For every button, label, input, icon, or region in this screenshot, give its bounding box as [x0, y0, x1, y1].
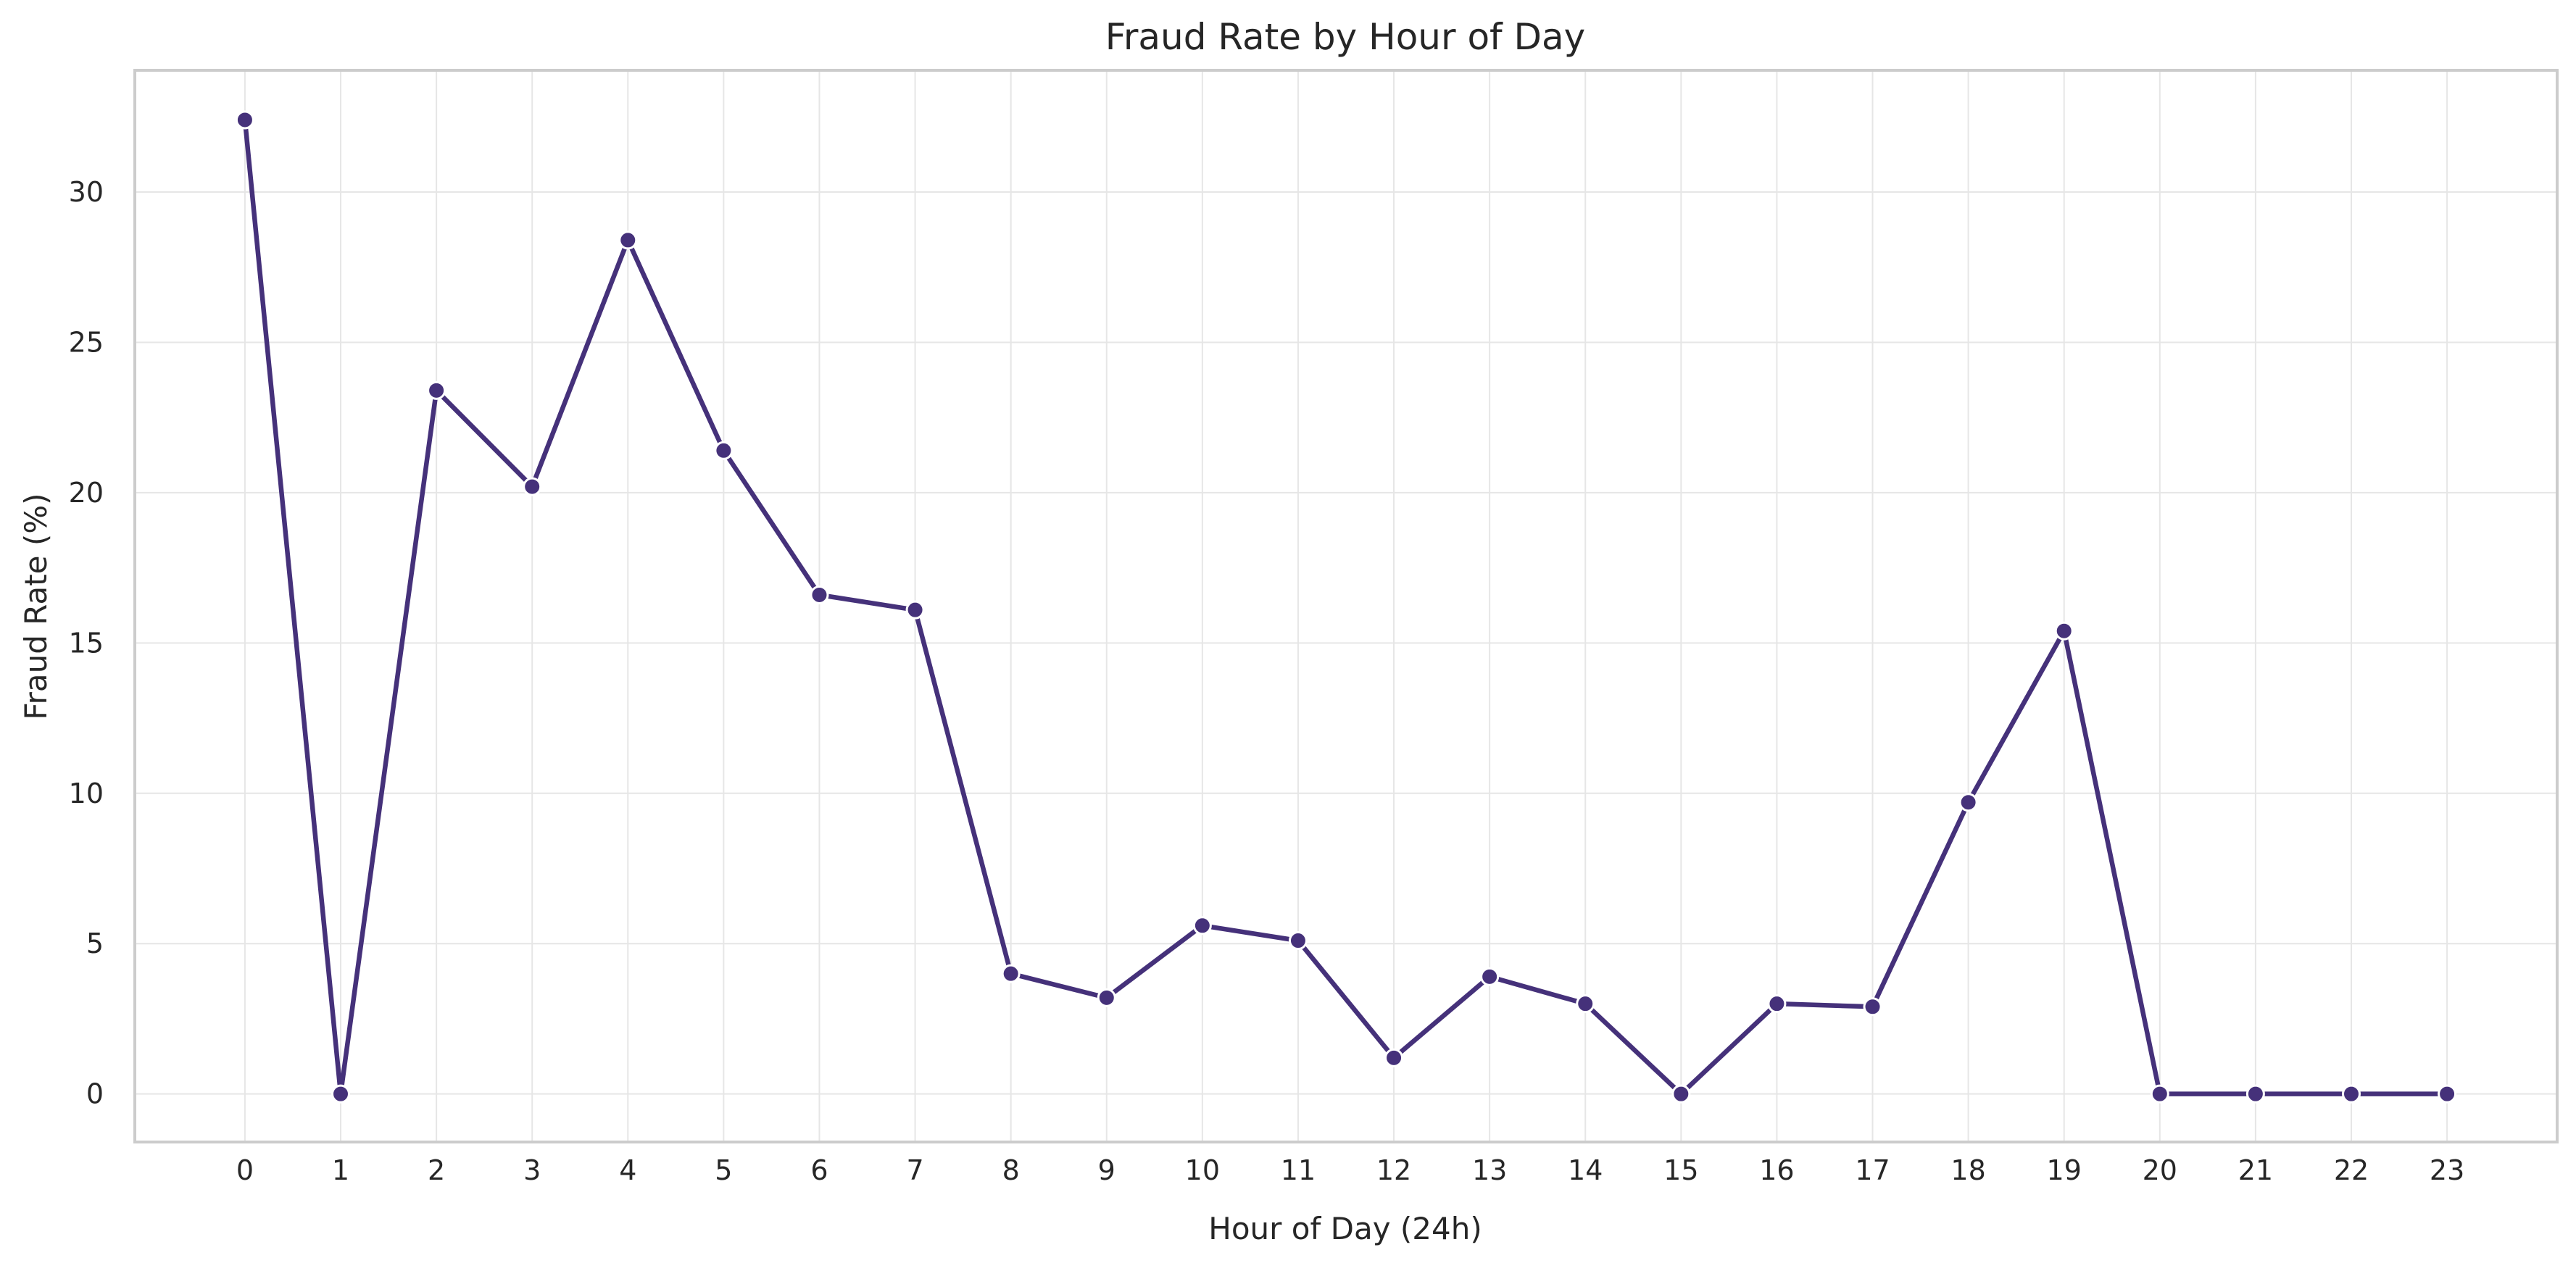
x-tick-label: 13 — [1472, 1154, 1507, 1186]
x-tick-label: 3 — [523, 1154, 541, 1186]
y-tick-label: 30 — [69, 176, 104, 208]
x-tick-label: 6 — [810, 1154, 828, 1186]
data-point — [1288, 931, 1308, 951]
data-point — [2341, 1084, 2361, 1104]
data-point — [1384, 1048, 1404, 1067]
data-point — [523, 477, 542, 496]
y-tick-label: 5 — [86, 928, 104, 959]
y-tick-label: 0 — [86, 1078, 104, 1110]
data-point — [905, 600, 925, 620]
x-tick-label: 20 — [2143, 1154, 2177, 1186]
data-point — [810, 585, 829, 604]
x-tick-label: 21 — [2238, 1154, 2273, 1186]
data-point — [2150, 1084, 2169, 1104]
x-tick-label: 14 — [1568, 1154, 1603, 1186]
y-tick-label: 15 — [69, 627, 104, 659]
x-tick-label: 23 — [2430, 1154, 2464, 1186]
chart-title: Fraud Rate by Hour of Day — [1105, 16, 1586, 58]
y-axis-label: Fraud Rate (%) — [18, 493, 54, 720]
plot-frame — [133, 69, 2559, 1143]
x-tick-label: 19 — [2047, 1154, 2082, 1186]
data-point — [1671, 1084, 1691, 1104]
data-point — [1767, 994, 1787, 1014]
data-point — [1576, 994, 1595, 1014]
y-tick-labels: 0 5 10 15 20 25 30 — [69, 176, 104, 1110]
y-tick-label: 25 — [69, 326, 104, 358]
data-point — [714, 441, 734, 460]
y-tick-label: 20 — [69, 477, 104, 509]
data-point — [2438, 1084, 2457, 1104]
x-tick-label: 22 — [2334, 1154, 2369, 1186]
x-tick-label: 4 — [619, 1154, 636, 1186]
data-point — [1958, 793, 1978, 812]
data-point — [427, 380, 446, 400]
x-tick-label: 18 — [1950, 1154, 1985, 1186]
data-point — [1480, 967, 1500, 986]
x-tick-label: 17 — [1855, 1154, 1890, 1186]
data-points — [235, 110, 2457, 1104]
x-axis-label: Hour of Day (24h) — [1208, 1211, 1482, 1246]
x-tick-label: 10 — [1185, 1154, 1220, 1186]
x-tick-labels: 0 1 2 3 4 5 6 7 8 9 10 11 12 13 14 15 16 17 18 19 20 21 22 23 — [236, 1154, 2464, 1186]
data-point — [1192, 916, 1212, 935]
x-tick-label: 15 — [1663, 1154, 1698, 1186]
data-point — [1097, 988, 1116, 1007]
x-tick-label: 9 — [1098, 1154, 1115, 1186]
data-point — [2245, 1084, 2265, 1104]
data-point — [331, 1084, 351, 1104]
x-tick-label: 5 — [715, 1154, 732, 1186]
x-tick-label: 16 — [1759, 1154, 1794, 1186]
data-point — [235, 110, 254, 130]
y-tick-label: 10 — [69, 778, 104, 809]
x-tick-label: 0 — [236, 1154, 254, 1186]
data-point — [618, 230, 638, 250]
x-tick-label: 11 — [1281, 1154, 1316, 1186]
data-point — [1863, 997, 1882, 1017]
x-tick-label: 2 — [428, 1154, 445, 1186]
fraud-rate-line — [242, 117, 2450, 1096]
x-tick-label: 7 — [906, 1154, 923, 1186]
vertical-gridlines — [244, 70, 2448, 1142]
data-point — [1001, 964, 1021, 983]
data-point — [2054, 621, 2074, 641]
x-tick-label: 1 — [332, 1154, 349, 1186]
x-tick-label: 12 — [1376, 1154, 1411, 1186]
x-tick-label: 8 — [1002, 1154, 1020, 1186]
